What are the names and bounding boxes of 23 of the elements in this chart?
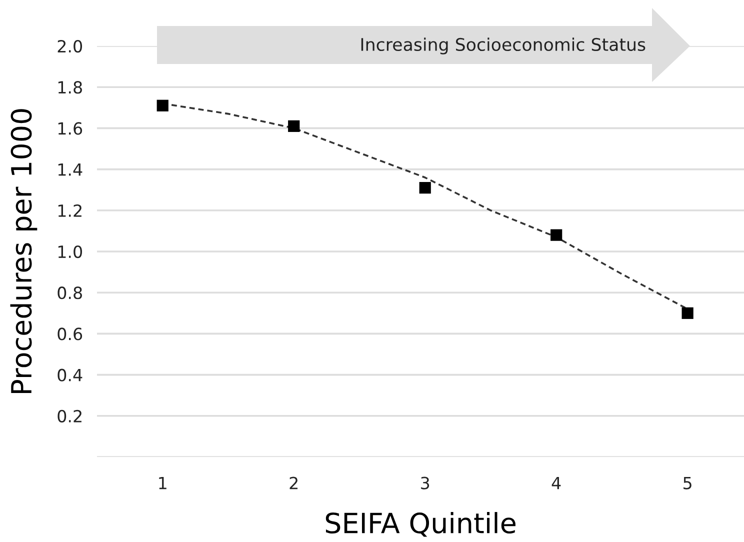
y-tick-label: 1.4 bbox=[58, 163, 82, 176]
point bbox=[419, 182, 431, 194]
y-tick-label: 1.6 bbox=[58, 122, 82, 135]
x-tick-label: 2 bbox=[290, 476, 298, 490]
x-axis-title: SEIFA Quintile bbox=[326, 512, 516, 537]
y-tick-label: 1.2 bbox=[58, 204, 82, 217]
point bbox=[550, 229, 562, 241]
y-tick-label: 2.0 bbox=[58, 40, 82, 53]
point bbox=[288, 120, 300, 132]
annotation: Increasing Socioeconomic Status bbox=[361, 38, 646, 54]
point bbox=[156, 100, 168, 112]
y-tick-label: 1.0 bbox=[58, 245, 82, 258]
y-axis-title: Procedures per 1000 bbox=[10, 109, 38, 394]
x-tick-label: 1 bbox=[159, 476, 166, 490]
y-tick-label: 0.4 bbox=[58, 368, 82, 382]
x-tick-label: 3 bbox=[421, 476, 430, 490]
point bbox=[682, 307, 694, 319]
y-tick-label: 1.8 bbox=[58, 81, 82, 94]
x-tick-label: 5 bbox=[684, 476, 692, 490]
y-tick-label: 0.2 bbox=[58, 410, 82, 422]
y-tick-label: 0.6 bbox=[58, 328, 82, 340]
y-tick-label: 0.8 bbox=[58, 286, 82, 300]
x-tick-label: 4 bbox=[552, 476, 561, 490]
